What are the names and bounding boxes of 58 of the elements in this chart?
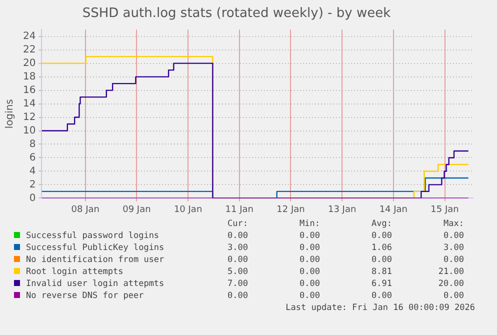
text: 0.00 bbox=[370, 254, 392, 266]
legend-label: Successful password logins bbox=[26, 230, 160, 242]
text: Cur: bbox=[226, 218, 248, 230]
text: Min: bbox=[298, 218, 320, 230]
x-tick-label: 08 Jan bbox=[71, 204, 100, 215]
x-tick-label: 15 Jan bbox=[430, 204, 459, 215]
text: Last update: Fri Jan 16 00:00:09 2026 bbox=[284, 302, 476, 314]
text: 0.00 bbox=[298, 278, 320, 290]
x-tick-label: 10 Jan bbox=[174, 204, 202, 215]
y-tick-label: 14 bbox=[22, 98, 36, 110]
text: 7.00 bbox=[226, 278, 248, 290]
y-tick-label: 10 bbox=[22, 125, 36, 136]
legend-label: Successful PublicKey logins bbox=[26, 242, 166, 254]
text: 6.91 bbox=[370, 278, 392, 290]
text: 0.00 bbox=[442, 230, 464, 242]
x-tick-label: 09 Jan bbox=[122, 204, 151, 215]
y-tick-label: 20 bbox=[22, 58, 36, 69]
text: 0.00 bbox=[442, 290, 464, 302]
legend-label: No identification from user bbox=[26, 254, 166, 266]
y-tick-label: 12 bbox=[22, 112, 36, 123]
text: 1.06 bbox=[370, 242, 392, 254]
text: 0.00 bbox=[226, 230, 248, 242]
legend-label: Invalid user login attepmts bbox=[26, 278, 166, 290]
text: 0.00 bbox=[298, 290, 320, 302]
legend-label: Root login attempts bbox=[26, 266, 124, 278]
x-tick-label: 13 Jan bbox=[328, 204, 356, 215]
text: 8.81 bbox=[370, 266, 392, 278]
text: 3.00 bbox=[442, 242, 464, 254]
text: Avg: bbox=[370, 218, 392, 230]
y-tick-label: 4 bbox=[29, 166, 36, 177]
x-tick-label: 14 Jan bbox=[379, 204, 408, 215]
text: 0.00 bbox=[298, 230, 320, 242]
y-tick-label: 0 bbox=[29, 192, 36, 204]
legend-label: No reverse DNS for peer bbox=[26, 290, 145, 302]
text: 0.00 bbox=[226, 290, 248, 302]
y-axis-title: logins bbox=[4, 99, 16, 129]
text: 0.00 bbox=[298, 242, 320, 254]
text: Max: bbox=[442, 218, 464, 230]
y-tick-label: 8 bbox=[29, 138, 36, 150]
text: 0.00 bbox=[298, 254, 320, 266]
y-tick-label: 16 bbox=[22, 84, 36, 96]
y-tick-label: 2 bbox=[29, 179, 36, 190]
x-tick-label: 11 Jan bbox=[225, 204, 254, 215]
chart-title: SSHD auth.log stats (rotated weekly) - by week bbox=[82, 6, 392, 22]
text: 3.00 bbox=[226, 242, 248, 254]
text: 5.00 bbox=[226, 266, 248, 278]
text: 0.00 bbox=[370, 290, 392, 302]
y-tick-label: 6 bbox=[29, 152, 36, 164]
text: 0.00 bbox=[226, 254, 248, 266]
text: 0.00 bbox=[370, 230, 392, 242]
text: 0.00 bbox=[442, 254, 464, 266]
text: 0.00 bbox=[298, 266, 320, 278]
x-tick-label: 12 Jan bbox=[276, 204, 305, 215]
y-tick-label: 18 bbox=[22, 71, 36, 82]
text: 20.00 bbox=[437, 278, 464, 290]
text: 21.00 bbox=[437, 266, 464, 278]
y-tick-label: 22 bbox=[22, 44, 36, 56]
y-tick-label: 24 bbox=[22, 30, 36, 42]
